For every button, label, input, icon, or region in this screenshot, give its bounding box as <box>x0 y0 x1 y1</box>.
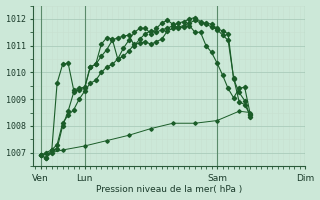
X-axis label: Pression niveau de la mer( hPa ): Pression niveau de la mer( hPa ) <box>96 185 242 194</box>
